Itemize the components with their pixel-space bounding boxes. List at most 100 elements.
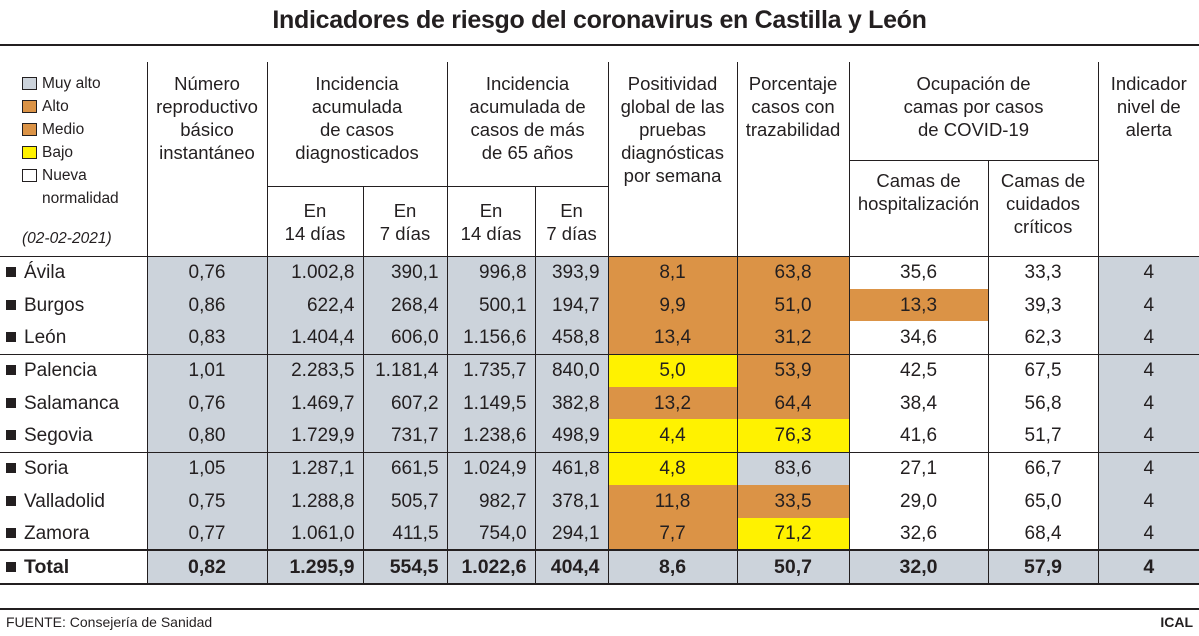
cell-positivity: 8,6 — [607, 549, 738, 586]
bullet-icon — [6, 331, 16, 342]
header-ia65-14-days: En 14 días — [446, 186, 536, 256]
cell-positivity: 13,2 — [607, 386, 738, 420]
cell-hospital-beds: 29,0 — [848, 484, 989, 518]
header-incidence: Incidencia acumulada de casos diagnostic… — [266, 62, 448, 187]
cell-traceability: 33,5 — [736, 484, 850, 518]
cell-ia65-14: 1.735,7 — [446, 353, 536, 387]
table-row: Soria 1,05 1.287,1 661,5 1.024,9 461,8 4,8 83,6… — [0, 451, 1199, 485]
cell-hospital-beds: 32,6 — [848, 517, 989, 551]
cell-ia-14: 1.002,8 — [266, 255, 363, 289]
cell-ia65-7: 404,4 — [534, 549, 609, 586]
legend-item-muy-alto: Muy alto — [22, 72, 147, 95]
header-incidence-65: Incidencia acumulada de casos de más de … — [446, 62, 609, 187]
cell-ia65-7: 458,8 — [534, 321, 609, 355]
cell-ia65-7: 194,7 — [534, 288, 609, 322]
bullet-icon — [6, 495, 16, 506]
legend-item-normalidad: normalidad — [42, 190, 119, 207]
cell-positivity: 9,9 — [607, 288, 738, 322]
cell-ia-7: 606,0 — [362, 321, 448, 355]
cell-ia-7: 505,7 — [362, 484, 448, 518]
legend-item-bajo: Bajo — [22, 141, 147, 164]
cell-ia-14: 1.469,7 — [266, 386, 363, 420]
legend-swatch-nueva — [22, 169, 37, 182]
header-positivity: Positividad global de las pruebas diagnó… — [607, 62, 738, 256]
header-hospital-beds: Camas de hospitalización — [848, 160, 989, 256]
cell-alert-level: 4 — [1097, 321, 1199, 355]
legend: Muy alto Alto Medio Bajo Nueva normalida… — [0, 62, 147, 256]
cell-traceability: 51,0 — [736, 288, 850, 322]
cell-ia-14: 1.061,0 — [266, 517, 363, 551]
header-alert-level: Indicador nivel de alerta — [1097, 62, 1199, 256]
table-row: Zamora 0,77 1.061,0 411,5 754,0 294,1 7,7 71,2 3… — [0, 517, 1199, 551]
cell-ia65-14: 1.238,6 — [446, 419, 536, 453]
table-row: Segovia 0,80 1.729,9 731,7 1.238,6 498,9 4,4 76… — [0, 419, 1199, 453]
cell-hospital-beds: 34,6 — [848, 321, 989, 355]
cell-ia65-14: 1.024,9 — [446, 451, 536, 485]
cell-province: Ávila — [0, 255, 147, 289]
cell-ia-7: 411,5 — [362, 517, 448, 551]
cell-traceability: 63,8 — [736, 255, 850, 289]
header-traceability: Porcentaje casos con trazabilidad — [736, 62, 850, 256]
table-row: León 0,83 1.404,4 606,0 1.156,6 458,8 13,4 31,2… — [0, 321, 1199, 355]
cell-traceability: 64,4 — [736, 386, 850, 420]
legend-item-nueva: Nueva — [22, 164, 147, 187]
cell-province: Total — [0, 549, 147, 586]
cell-alert-level: 4 — [1097, 517, 1199, 551]
legend-date: (02-02-2021) — [22, 230, 112, 247]
cell-icu-beds: 56,8 — [987, 386, 1099, 420]
bullet-icon — [6, 561, 16, 572]
cell-alert-level: 4 — [1097, 419, 1199, 453]
bullet-icon — [6, 267, 16, 278]
cell-ia-14: 1.729,9 — [266, 419, 363, 453]
cell-province: Soria — [0, 451, 147, 485]
cell-traceability: 83,6 — [736, 451, 850, 485]
cell-hospital-beds: 13,3 — [848, 288, 989, 322]
cell-ia65-14: 754,0 — [446, 517, 536, 551]
header-ia-7-days: En 7 días — [362, 186, 448, 256]
cell-positivity: 5,0 — [607, 353, 738, 387]
cell-r: 0,82 — [146, 549, 267, 586]
table-body: Ávila 0,76 1.002,8 390,1 996,8 393,9 8,1 63,8 35… — [0, 255, 1199, 586]
cell-ia65-7: 382,8 — [534, 386, 609, 420]
cell-alert-level: 4 — [1097, 549, 1199, 586]
cell-positivity: 13,4 — [607, 321, 738, 355]
bullet-icon — [6, 463, 16, 474]
legend-item-medio: Medio — [22, 118, 147, 141]
footer-rule — [0, 608, 1199, 610]
table-row: Ávila 0,76 1.002,8 390,1 996,8 393,9 8,1 63,8 35… — [0, 255, 1199, 289]
cell-r: 0,76 — [146, 255, 267, 289]
cell-ia65-7: 840,0 — [534, 353, 609, 387]
cell-r: 0,76 — [146, 386, 267, 420]
cell-icu-beds: 33,3 — [987, 255, 1099, 289]
page-title: Indicadores de riesgo del coronavirus en… — [272, 6, 927, 34]
cell-r: 0,77 — [146, 517, 267, 551]
cell-ia65-14: 982,7 — [446, 484, 536, 518]
cell-traceability: 71,2 — [736, 517, 850, 551]
cell-ia-14: 622,4 — [266, 288, 363, 322]
legend-swatch-alto — [22, 100, 37, 113]
cell-hospital-beds: 41,6 — [848, 419, 989, 453]
cell-icu-beds: 57,9 — [987, 549, 1099, 586]
cell-ia65-14: 996,8 — [446, 255, 536, 289]
cell-province: León — [0, 321, 147, 354]
cell-ia65-7: 498,9 — [534, 419, 609, 453]
cell-icu-beds: 66,7 — [987, 451, 1099, 485]
cell-hospital-beds: 27,1 — [848, 451, 989, 485]
cell-alert-level: 4 — [1097, 288, 1199, 322]
cell-hospital-beds: 42,5 — [848, 353, 989, 387]
footer-source: FUENTE: Consejería de Sanidad — [6, 614, 213, 630]
cell-positivity: 4,8 — [607, 451, 738, 485]
cell-ia-7: 607,2 — [362, 386, 448, 420]
cell-hospital-beds: 38,4 — [848, 386, 989, 420]
cell-traceability: 53,9 — [736, 353, 850, 387]
cell-ia-7: 390,1 — [362, 255, 448, 289]
cell-hospital-beds: 32,0 — [848, 549, 989, 586]
cell-ia-7: 661,5 — [362, 451, 448, 485]
cell-ia-14: 1.404,4 — [266, 321, 363, 355]
cell-alert-level: 4 — [1097, 484, 1199, 518]
cell-positivity: 8,1 — [607, 255, 738, 289]
cell-alert-level: 4 — [1097, 386, 1199, 420]
bullet-icon — [6, 397, 16, 408]
total-row: Total 0,82 1.295,9 554,5 1.022,6 404,4 8,6 50,7… — [0, 549, 1199, 586]
cell-province: Burgos — [0, 289, 147, 322]
